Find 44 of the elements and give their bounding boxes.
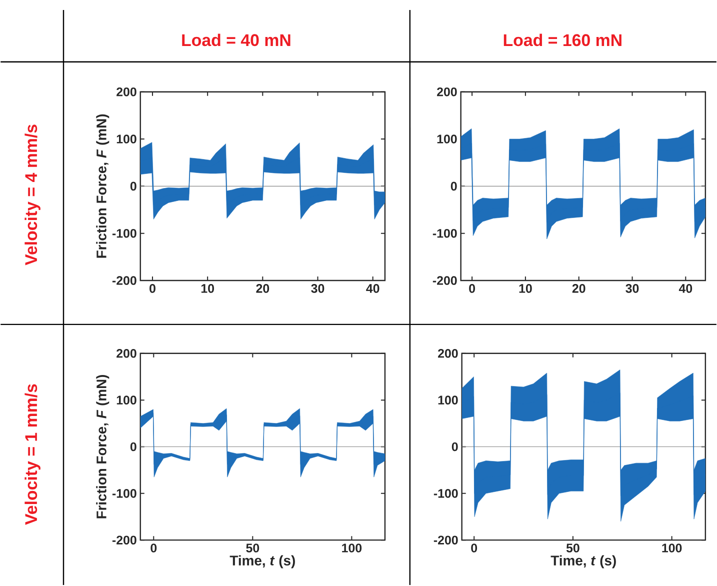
x-tick-label: 10 [519, 284, 532, 294]
y-axis-title: Friction Force, F (mN) [96, 375, 110, 518]
y-tick-label: 0 [450, 182, 457, 191]
y-tick-label: 200 [116, 88, 136, 96]
y-tick-label: 100 [116, 134, 136, 144]
y-tick-label: -100 [434, 489, 458, 498]
y-tick-label: 100 [437, 134, 457, 144]
y-tick-label: -200 [432, 276, 457, 286]
y-tick-label: 100 [116, 396, 136, 405]
y-tick-label: -200 [112, 276, 136, 286]
text: Velocity = 4 mm/s [24, 124, 40, 266]
x-tick-label: 20 [256, 284, 270, 294]
x-tick-label: 0 [150, 284, 156, 294]
y-tick-label: 0 [452, 442, 458, 452]
y-tick-label: -100 [112, 489, 136, 498]
x-tick-label: 50 [246, 544, 260, 553]
y-tick-label: -200 [434, 536, 458, 545]
y-tick-label: 200 [437, 88, 457, 96]
x-tick-label: 0 [150, 544, 157, 553]
x-tick-label: 50 [566, 544, 580, 553]
x-tick-label: 40 [678, 284, 692, 294]
x-tick-label: 40 [366, 284, 380, 294]
x-tick-label: 10 [201, 284, 214, 294]
y-tick-label: -100 [112, 229, 136, 238]
y-tick-label: 100 [438, 396, 458, 405]
y-tick-label: 0 [130, 442, 136, 452]
x-tick-label: 30 [311, 284, 324, 294]
chart-title: Load = 160 mN [504, 34, 622, 46]
x-axis-title: Time, t (s) [550, 555, 616, 568]
y-tick-label: -200 [112, 536, 136, 545]
y-tick-label: -100 [432, 229, 457, 238]
x-tick-label: 100 [342, 544, 362, 553]
y-tick-label: 200 [438, 349, 458, 358]
x-tick-label: 20 [572, 284, 586, 294]
y-axis-title: Friction Force, F (mN) [96, 114, 110, 258]
x-tick-label: 30 [626, 284, 639, 294]
x-tick-label: 0 [471, 544, 478, 553]
chart-title: Load = 40 mN [182, 34, 290, 46]
text: Velocity = 1 mm/s [24, 384, 40, 526]
x-tick-label: 0 [469, 284, 475, 294]
y-tick-label: 0 [130, 182, 136, 191]
x-axis-title: Time, t (s) [230, 555, 295, 568]
x-tick-label: 100 [662, 544, 682, 553]
y-tick-label: 200 [116, 349, 136, 358]
